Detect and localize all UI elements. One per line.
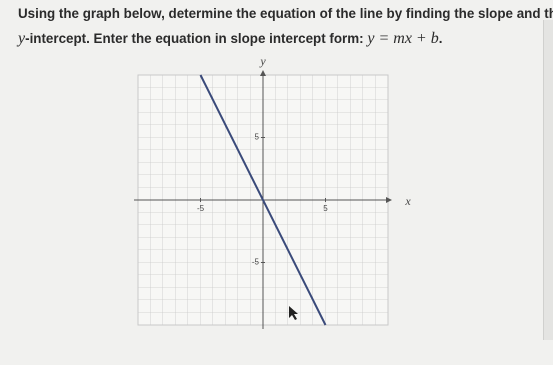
variable: y bbox=[18, 30, 26, 47]
y-tick-label: 5 bbox=[255, 133, 260, 142]
question-line-2: y-intercept. Enter the equation in slope… bbox=[18, 30, 442, 48]
y-arrow bbox=[260, 70, 266, 76]
question-line-1: Using the graph below, determine the equ… bbox=[18, 6, 553, 21]
x-axis-label: x bbox=[404, 194, 411, 208]
x-tick-label: 5 bbox=[323, 204, 328, 213]
x-tick-label: -5 bbox=[197, 204, 205, 213]
period: . bbox=[438, 31, 443, 46]
y-tick-label: -5 bbox=[252, 258, 260, 267]
y-axis-label: y bbox=[259, 54, 266, 68]
cursor bbox=[289, 306, 298, 320]
line bbox=[199, 74, 327, 326]
question-text: -intercept. Enter the equation in slope … bbox=[25, 31, 364, 46]
scrollbar[interactable] bbox=[543, 20, 553, 340]
formula: y = mx + b bbox=[367, 30, 439, 47]
x-arrow bbox=[386, 197, 392, 203]
